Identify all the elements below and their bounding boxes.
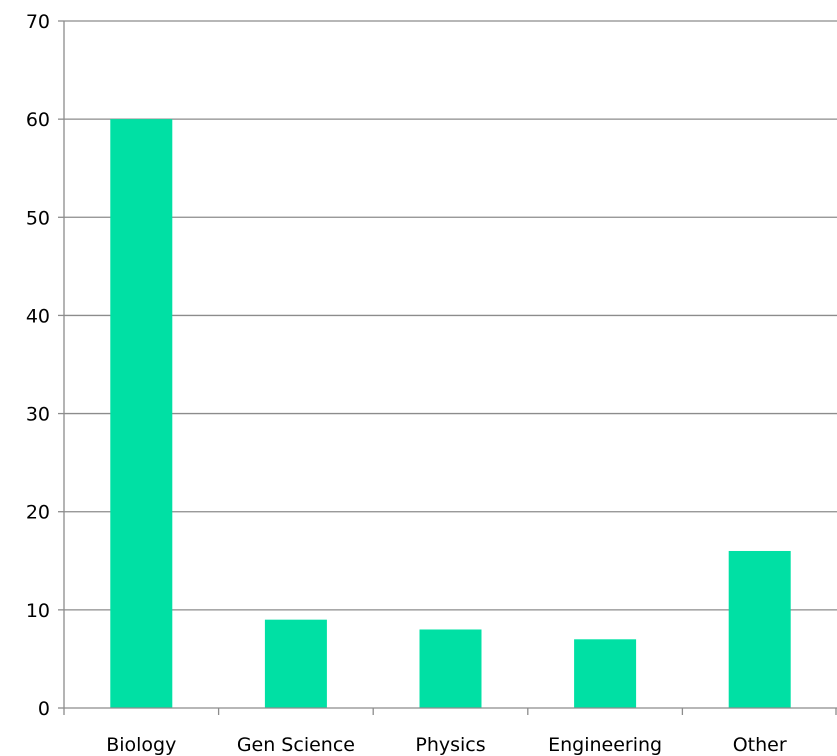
- x-tick-label-gen-science: Gen Science: [237, 734, 355, 756]
- y-tick-label-30: 30: [26, 404, 50, 426]
- x-tick-label-other: Other: [733, 734, 787, 756]
- bar-gen-science: [264, 619, 327, 708]
- y-tick-label-0: 0: [38, 698, 50, 720]
- y-tick-label-10: 10: [26, 600, 50, 622]
- bars: [110, 119, 791, 708]
- x-tick-label-physics: Physics: [415, 734, 485, 756]
- y-tick-label-50: 50: [26, 207, 50, 229]
- y-tick-label-70: 70: [26, 11, 50, 33]
- bar-engineering: [574, 639, 637, 708]
- y-tick-label-60: 60: [26, 109, 50, 131]
- tick-labels: 0 10 20 30 40 50 60 70 Biology Gen Science Physics…: [26, 11, 787, 756]
- bar-physics: [419, 629, 482, 708]
- x-tick-label-biology: Biology: [106, 734, 176, 756]
- gridlines: [64, 20, 837, 611]
- bar-biology: [110, 119, 173, 708]
- bar-other: [728, 550, 791, 708]
- y-tick-label-40: 40: [26, 305, 50, 327]
- x-tick-label-engineering: Engineering: [548, 734, 662, 756]
- y-tick-label-20: 20: [26, 502, 50, 524]
- axes: [58, 20, 837, 715]
